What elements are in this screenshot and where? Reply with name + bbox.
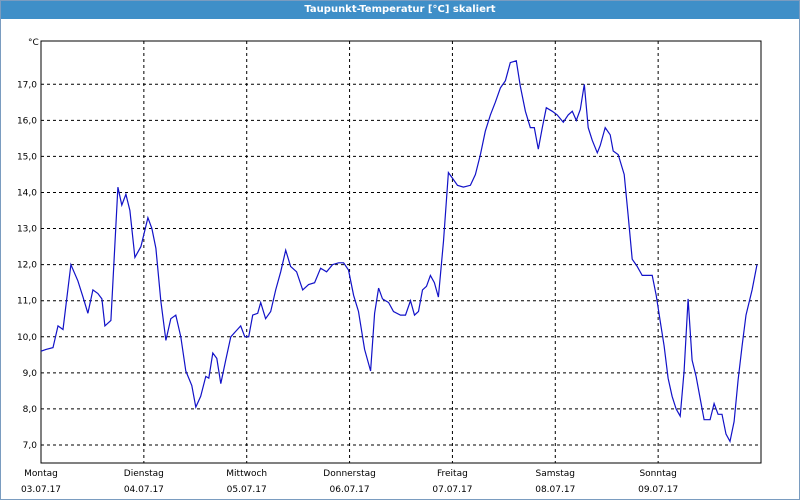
y-tick-label: 11,0	[17, 297, 37, 307]
x-tick-date: 04.07.17	[124, 485, 164, 495]
x-tick-label: Mittwoch	[226, 469, 267, 479]
y-tick-label: 10,0	[17, 333, 37, 343]
y-tick-label: 17,0	[17, 80, 37, 90]
x-tick-label: Sonntag	[639, 469, 676, 479]
x-tick-date: 09.07.17	[638, 485, 678, 495]
x-tick-date: 07.07.17	[432, 485, 472, 495]
data-line	[40, 60, 758, 444]
x-tick-date: 08.07.17	[535, 485, 575, 495]
x-tick-date: 05.07.17	[227, 485, 267, 495]
y-tick-label: 8,0	[23, 405, 38, 415]
title-bar: Taupunkt-Temperatur [°C] skaliert	[1, 1, 799, 19]
x-tick-label: Samstag	[536, 469, 575, 479]
y-tick-label: 16,0	[17, 116, 37, 126]
y-tick-label: 7,0	[23, 441, 38, 451]
x-tick-label: Freitag	[437, 469, 468, 479]
y-tick-label: 14,0	[17, 188, 37, 198]
plot-frame	[40, 40, 762, 464]
x-tick-label: Montag	[24, 469, 58, 479]
y-tick-label: 15,0	[17, 152, 37, 162]
y-axis-label: °C	[28, 38, 39, 48]
y-tick-label: 9,0	[23, 369, 38, 379]
y-tick-label: 12,0	[17, 261, 37, 271]
chart: °C 7,0 8,0 9,0 10,0 11,0 12,0 13,0 14,0 15,0 16,0…	[17, 38, 762, 495]
x-tick-date: 03.07.17	[21, 485, 61, 495]
x-tick-label: Dienstag	[124, 469, 164, 479]
x-tick-label: Donnerstag	[323, 469, 376, 479]
y-tick-label: 13,0	[17, 225, 37, 235]
x-tick-date: 06.07.17	[330, 485, 370, 495]
